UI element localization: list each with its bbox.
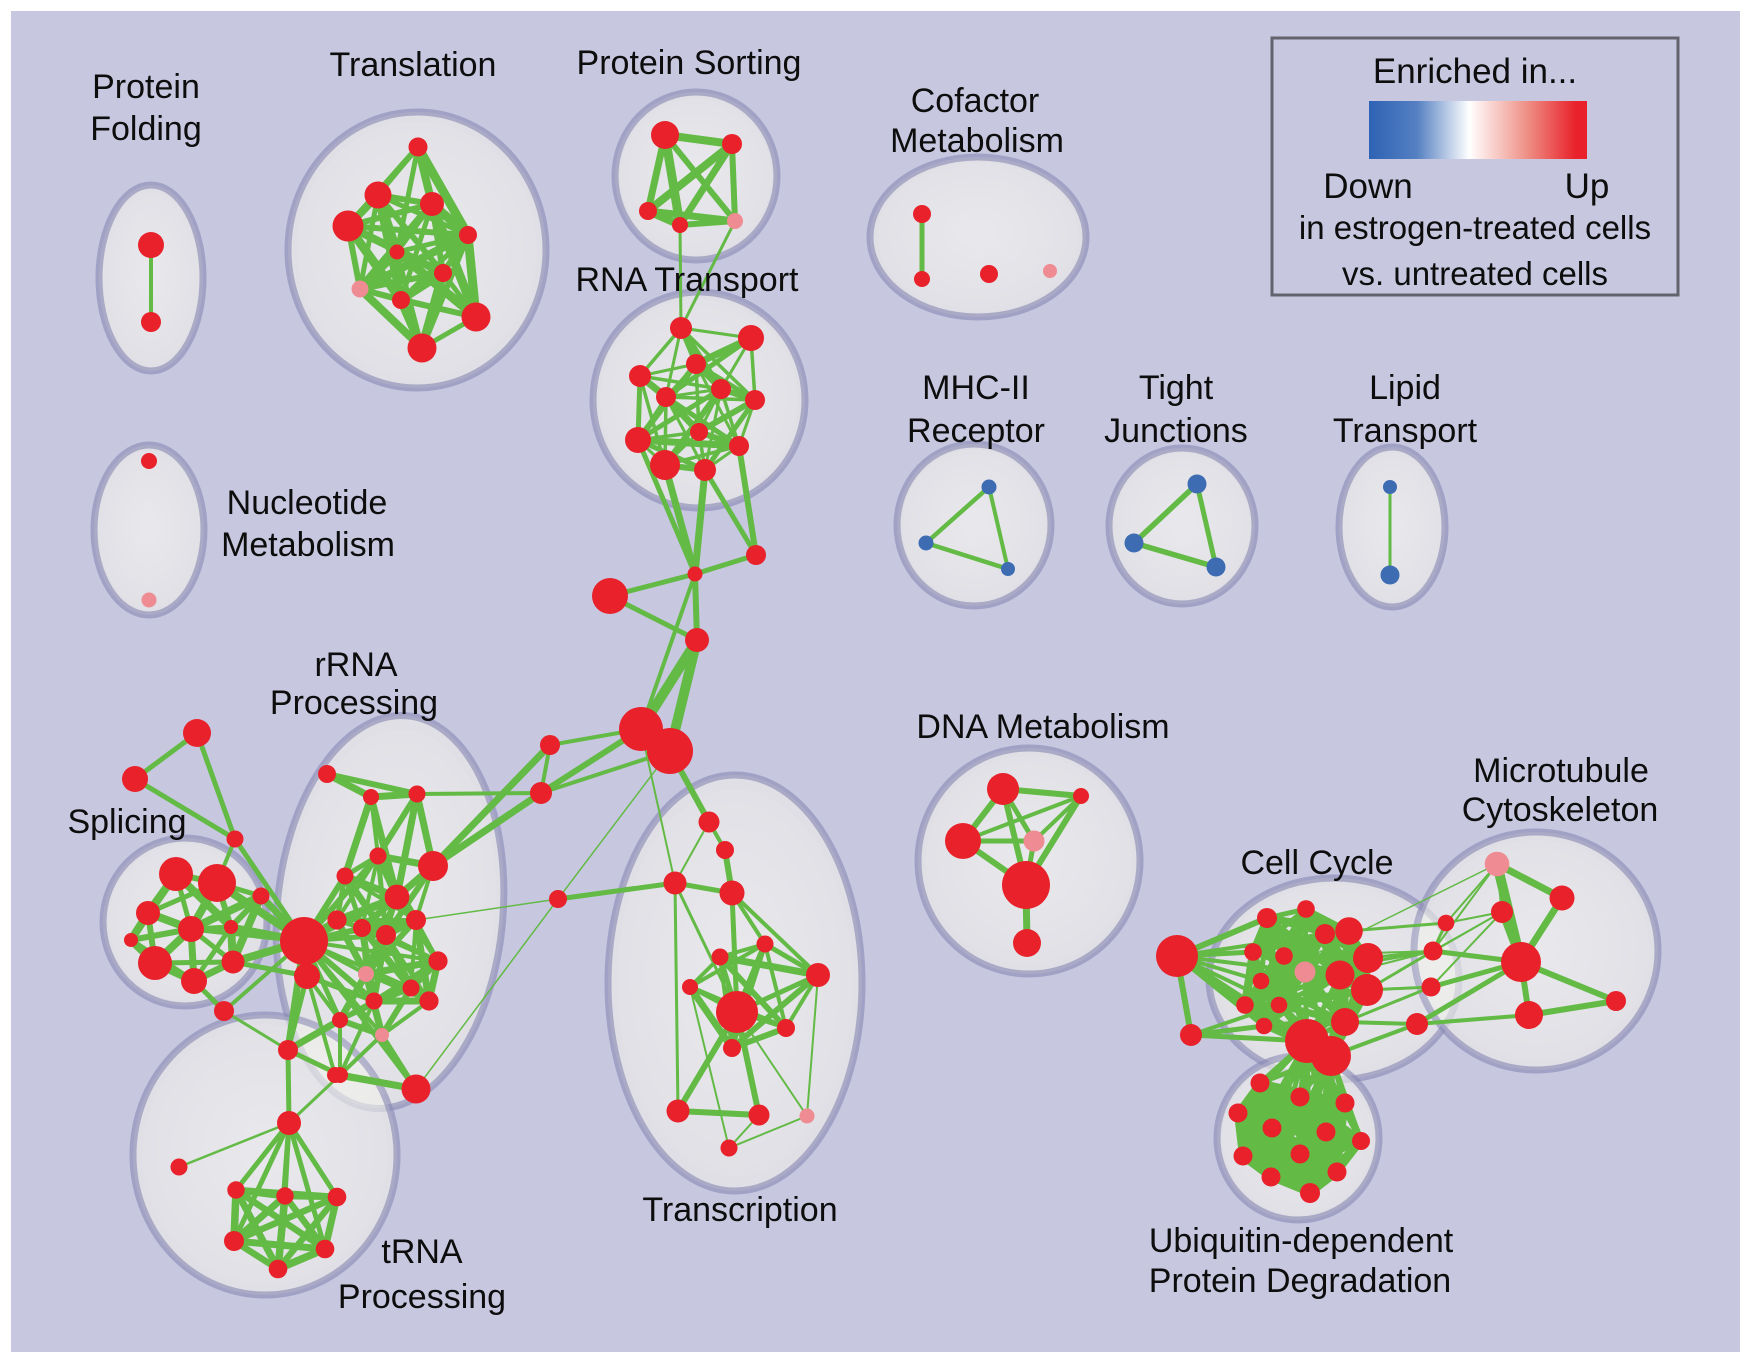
svg-text:Metabolism: Metabolism bbox=[221, 526, 395, 564]
svg-text:Protein Degradation: Protein Degradation bbox=[1149, 1262, 1451, 1300]
svg-text:Protein: Protein bbox=[92, 68, 200, 106]
svg-text:DNA Metabolism: DNA Metabolism bbox=[916, 708, 1169, 746]
svg-text:Protein Sorting: Protein Sorting bbox=[577, 44, 802, 82]
svg-text:Ubiquitin-dependent: Ubiquitin-dependent bbox=[1149, 1222, 1454, 1260]
svg-text:Receptor: Receptor bbox=[907, 412, 1045, 450]
svg-text:Junctions: Junctions bbox=[1104, 412, 1248, 450]
svg-text:Nucleotide: Nucleotide bbox=[227, 484, 388, 522]
svg-text:RNA Transport: RNA Transport bbox=[576, 261, 800, 299]
svg-text:Transport: Transport bbox=[1333, 412, 1478, 450]
svg-text:in estrogen-treated cells: in estrogen-treated cells bbox=[1299, 209, 1651, 246]
svg-text:vs. untreated cells: vs. untreated cells bbox=[1342, 255, 1608, 292]
svg-text:Cytoskeleton: Cytoskeleton bbox=[1462, 791, 1659, 829]
svg-text:Lipid: Lipid bbox=[1369, 369, 1441, 407]
svg-text:Transcription: Transcription bbox=[642, 1191, 837, 1229]
svg-text:Microtubule: Microtubule bbox=[1473, 752, 1649, 790]
svg-text:Folding: Folding bbox=[90, 110, 202, 148]
svg-text:Metabolism: Metabolism bbox=[890, 122, 1064, 160]
svg-text:Splicing: Splicing bbox=[67, 803, 186, 841]
svg-text:tRNA: tRNA bbox=[381, 1233, 463, 1271]
svg-text:Enriched in...: Enriched in... bbox=[1373, 52, 1577, 91]
svg-text:MHC-II: MHC-II bbox=[922, 369, 1030, 407]
svg-text:Translation: Translation bbox=[330, 46, 497, 84]
svg-text:Cell Cycle: Cell Cycle bbox=[1240, 844, 1393, 882]
svg-text:Cofactor: Cofactor bbox=[911, 82, 1040, 120]
svg-text:Up: Up bbox=[1565, 167, 1610, 206]
svg-text:Processing: Processing bbox=[338, 1278, 506, 1316]
svg-text:Tight: Tight bbox=[1139, 369, 1214, 407]
svg-text:Down: Down bbox=[1323, 167, 1412, 206]
svg-text:Processing: Processing bbox=[270, 684, 438, 722]
svg-text:rRNA: rRNA bbox=[314, 646, 397, 684]
